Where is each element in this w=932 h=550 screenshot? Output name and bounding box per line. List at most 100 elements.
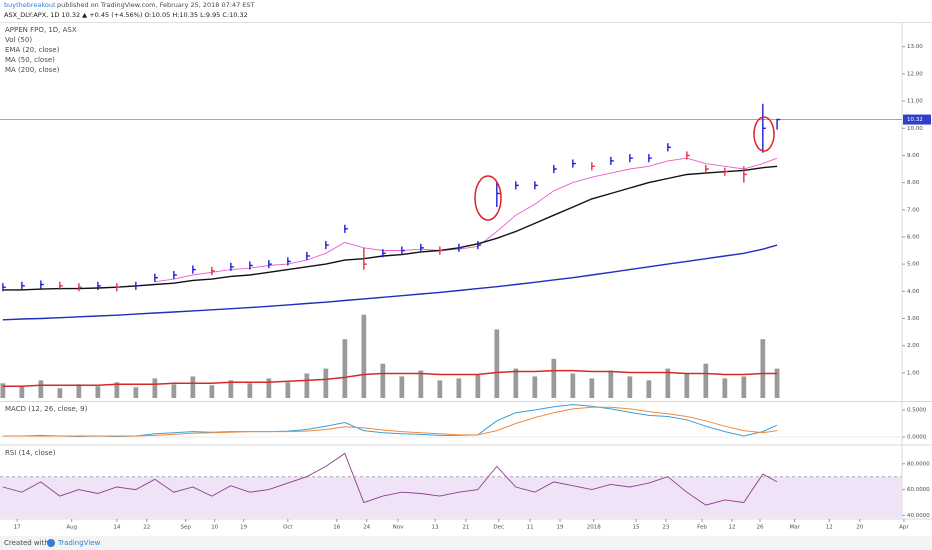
volume-bar [57,388,63,398]
footer-brand[interactable]: TradingView [57,539,101,547]
volume-bar [418,370,424,398]
volume-bar [627,376,633,398]
x-tick-label: 12 [826,525,833,531]
volume-bar [456,378,462,398]
y-tick-label: 7.00 [907,207,920,213]
logo [47,539,55,547]
y-tick-label: 8.00 [907,180,920,186]
volume-bar [532,376,538,398]
volume-bar [760,339,766,398]
x-tick-label: 23 [662,525,669,531]
author[interactable]: buythebreakout [4,1,56,9]
x-tick-label: 13 [432,525,439,531]
x-tick-label: 21 [462,525,469,531]
x-tick-label: 22 [143,525,150,531]
x-tick-label: 2018 [587,525,601,531]
volume-bar [95,386,101,398]
volume-bar [399,376,405,398]
x-tick-label: 19 [557,525,564,531]
volume-bar [361,314,367,398]
x-tick-label: 19 [240,525,247,531]
x-tick-label: 10 [211,525,218,531]
y-tick-label: 5.00 [907,262,920,268]
legend-entry: MA (50, close) [5,56,55,64]
volume-bar [570,373,576,398]
signal-line [2,406,778,437]
y-tick-label: 2.00 [907,343,920,349]
rsi-line [2,452,778,506]
volume-bar [494,329,500,398]
volume-bar [646,380,652,398]
volume-bar [342,339,348,398]
rsi-legend: RSI (14, close) [5,449,56,457]
published: published on TradingView.com, February 2… [57,1,255,9]
ma-line [2,165,778,291]
x-tick-label: 26 [756,525,763,531]
x-tick-label: Dec [493,525,504,531]
volume-bar [589,378,595,398]
x-tick-label: Apr [899,525,909,531]
volume-bar [171,384,177,398]
x-tick-label: 15 [633,525,640,531]
y-tick-label: 10.00 [907,126,923,132]
rsi-band [0,476,902,518]
volume-bar [551,358,557,398]
x-tick-label: Feb [697,525,707,531]
volume-bar [722,378,728,398]
x-tick-label: Mar [789,525,800,531]
volume-bar [133,387,139,398]
x-tick-label: 12 [728,525,735,531]
macd-legend: MACD (12, 26, close, 9) [5,405,88,413]
quote: ASX_DLY:APX, 1D 10.32 ▲ +0.45 (+4.56%) O… [4,11,248,19]
y-tick-label: 1.00 [907,370,920,376]
y-tick-label: 6.00 [907,234,920,240]
y-tick-label: 0.0000 [907,435,927,441]
last-price-label: 10.32 [907,117,923,123]
chart-title: APPEN FPO, 1D, ASX [5,26,77,34]
annotation-circle [753,116,775,152]
ma-line [154,157,778,283]
volume-bar [285,382,291,398]
volume-ma-line [2,369,778,387]
volume-bar [703,363,709,398]
y-tick-label: 3.00 [907,316,920,322]
volume-bar [114,382,120,398]
x-tick-label: Sep [181,525,192,531]
volume-bar [76,384,82,398]
volume-bar [0,383,6,398]
volume-bar [437,380,443,398]
x-tick-label: Nov [393,525,404,531]
x-tick-label: Oct [283,525,293,531]
volume-legend: Vol (50) [5,36,32,44]
volume-bar [323,368,329,398]
x-tick-label: 16 [333,525,340,531]
volume-bar [608,370,614,398]
x-tick-label: Aug [66,525,77,531]
volume-bar [684,373,690,398]
volume-bar [19,386,25,398]
volume-bar [774,368,780,398]
y-tick-label: 12.00 [907,71,923,77]
volume-bar [741,376,747,398]
plot-area: 1.00 2.00 3.00 4.00 5.00 6.00 7.00 8.00 9.00 10.0… [0,23,932,531]
volume-bar [38,380,44,398]
ma-line [2,244,778,321]
legend-entry: MA (200, close) [5,66,60,74]
volume-bar [228,380,234,398]
y-tick-label: 13.00 [907,44,923,50]
x-tick-label: 24 [363,525,370,531]
volume-bar [475,374,481,398]
legend-entry: EMA (20, close) [5,46,60,54]
y-tick-label: 0.5000 [907,408,927,414]
y-tick-label: 60.0000 [907,487,930,493]
x-tick-label: 14 [113,525,120,531]
y-tick-label: 4.00 [907,289,920,295]
annotation-circle [474,175,502,221]
y-tick-label: 11.00 [907,99,923,105]
y-tick-label: 40.0000 [907,513,930,519]
last-price-box [903,114,931,125]
x-tick-label: 17 [14,525,21,531]
volume-bar [209,385,215,398]
